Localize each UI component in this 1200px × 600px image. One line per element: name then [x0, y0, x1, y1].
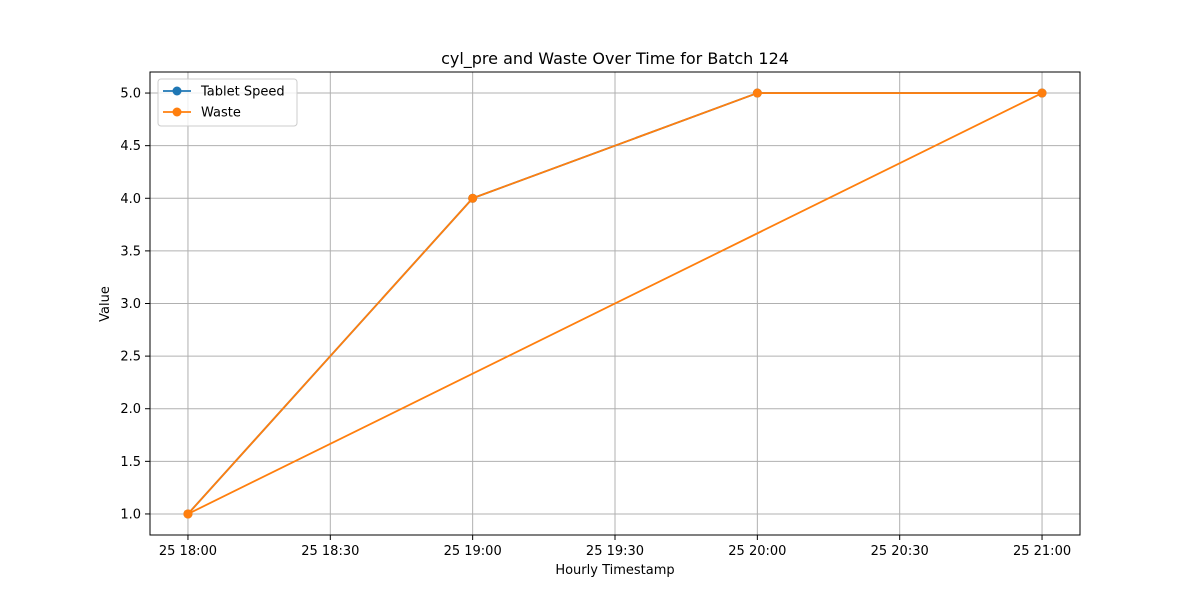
data-point: [1037, 88, 1047, 98]
series-lines: [183, 88, 1047, 519]
legend-swatch-marker: [172, 107, 182, 117]
legend: Tablet Speed Waste: [157, 78, 298, 127]
axes: 25 18:00 25 18:30 25 19:00 25 19:30 25 20:00…: [120, 71, 1081, 559]
plot-frame: [149, 71, 1081, 536]
x-tick-label: 25 18:00: [159, 544, 217, 559]
y-tick-label: 4.5: [120, 139, 141, 154]
x-tick-label: 25 19:00: [444, 544, 502, 559]
y-tick-label: 3.0: [120, 297, 141, 312]
x-tick-label: 25 18:30: [301, 544, 359, 559]
y-axis-label: Value: [98, 286, 113, 322]
x-tick-label: 25 19:30: [586, 544, 644, 559]
legend-entry-label: Tablet Speed: [200, 85, 285, 100]
legend-box: [157, 78, 298, 127]
x-tick-label: 25 21:00: [1013, 544, 1071, 559]
data-point: [468, 193, 478, 203]
grid-lines: [150, 72, 1080, 535]
y-tick-label: 4.0: [120, 192, 141, 207]
legend-entry-label: Waste: [201, 106, 241, 121]
y-tick-label: 2.0: [120, 402, 141, 417]
y-tick-label: 3.5: [120, 244, 141, 259]
legend-swatch-marker: [172, 86, 182, 96]
x-tick-label: 25 20:30: [871, 544, 929, 559]
y-tick-label: 2.5: [120, 350, 141, 365]
y-tick-label: 1.5: [120, 455, 141, 470]
x-axis-label: Hourly Timestamp: [555, 563, 674, 578]
data-point: [183, 509, 193, 519]
chart-title: cyl_pre and Waste Over Time for Batch 12…: [441, 49, 789, 69]
data-point: [752, 88, 762, 98]
y-tick-label: 1.0: [120, 507, 141, 522]
y-tick-label: 5.0: [120, 87, 141, 102]
x-tick-label: 25 20:00: [728, 544, 786, 559]
